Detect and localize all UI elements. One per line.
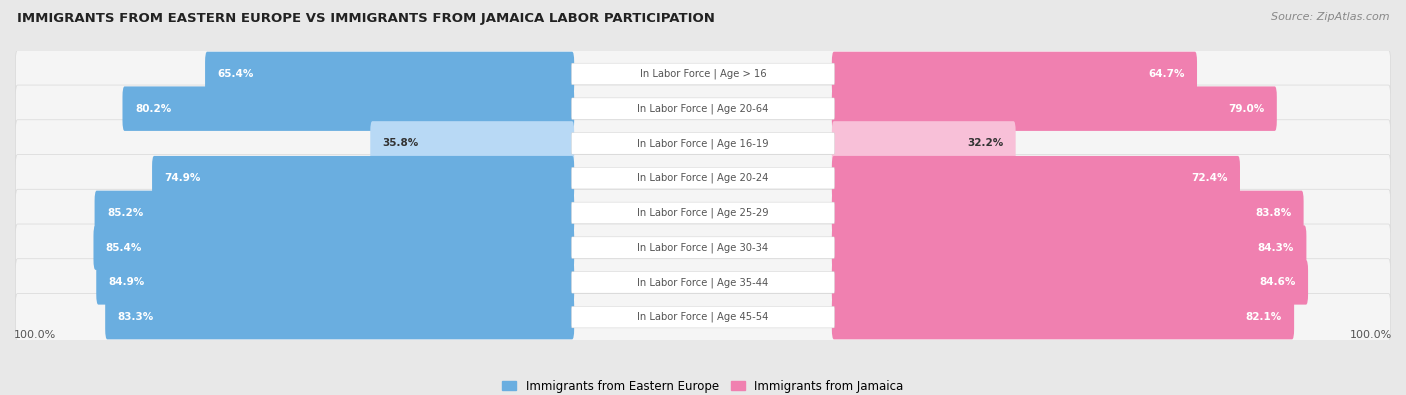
FancyBboxPatch shape bbox=[832, 226, 1306, 270]
FancyBboxPatch shape bbox=[122, 87, 574, 131]
Text: 74.9%: 74.9% bbox=[165, 173, 201, 183]
Text: In Labor Force | Age > 16: In Labor Force | Age > 16 bbox=[640, 69, 766, 79]
FancyBboxPatch shape bbox=[15, 259, 1391, 306]
Legend: Immigrants from Eastern Europe, Immigrants from Jamaica: Immigrants from Eastern Europe, Immigran… bbox=[498, 375, 908, 395]
Text: 85.4%: 85.4% bbox=[105, 243, 142, 253]
Text: In Labor Force | Age 35-44: In Labor Force | Age 35-44 bbox=[637, 277, 769, 288]
Text: Source: ZipAtlas.com: Source: ZipAtlas.com bbox=[1271, 12, 1389, 22]
Text: 100.0%: 100.0% bbox=[14, 330, 56, 340]
FancyBboxPatch shape bbox=[571, 272, 835, 293]
Text: 64.7%: 64.7% bbox=[1149, 69, 1185, 79]
Text: IMMIGRANTS FROM EASTERN EUROPE VS IMMIGRANTS FROM JAMAICA LABOR PARTICIPATION: IMMIGRANTS FROM EASTERN EUROPE VS IMMIGR… bbox=[17, 12, 714, 25]
Text: 82.1%: 82.1% bbox=[1246, 312, 1282, 322]
FancyBboxPatch shape bbox=[832, 191, 1303, 235]
Text: In Labor Force | Age 45-54: In Labor Force | Age 45-54 bbox=[637, 312, 769, 322]
FancyBboxPatch shape bbox=[832, 121, 1015, 166]
FancyBboxPatch shape bbox=[105, 295, 574, 339]
Text: 84.3%: 84.3% bbox=[1257, 243, 1294, 253]
Text: In Labor Force | Age 30-34: In Labor Force | Age 30-34 bbox=[637, 243, 769, 253]
FancyBboxPatch shape bbox=[571, 98, 835, 119]
FancyBboxPatch shape bbox=[571, 202, 835, 224]
FancyBboxPatch shape bbox=[94, 191, 574, 235]
Text: 79.0%: 79.0% bbox=[1229, 103, 1264, 114]
FancyBboxPatch shape bbox=[152, 156, 574, 200]
FancyBboxPatch shape bbox=[832, 52, 1197, 96]
FancyBboxPatch shape bbox=[832, 295, 1294, 339]
FancyBboxPatch shape bbox=[832, 87, 1277, 131]
FancyBboxPatch shape bbox=[832, 156, 1240, 200]
Text: 35.8%: 35.8% bbox=[382, 138, 419, 149]
Text: 32.2%: 32.2% bbox=[967, 138, 1004, 149]
FancyBboxPatch shape bbox=[15, 224, 1391, 271]
Text: In Labor Force | Age 20-64: In Labor Force | Age 20-64 bbox=[637, 103, 769, 114]
FancyBboxPatch shape bbox=[571, 167, 835, 189]
Text: In Labor Force | Age 20-24: In Labor Force | Age 20-24 bbox=[637, 173, 769, 183]
Text: 84.9%: 84.9% bbox=[108, 277, 145, 288]
FancyBboxPatch shape bbox=[571, 237, 835, 258]
Text: 84.6%: 84.6% bbox=[1260, 277, 1296, 288]
FancyBboxPatch shape bbox=[571, 133, 835, 154]
FancyBboxPatch shape bbox=[93, 226, 574, 270]
FancyBboxPatch shape bbox=[15, 50, 1391, 98]
Text: 100.0%: 100.0% bbox=[1350, 330, 1392, 340]
FancyBboxPatch shape bbox=[15, 293, 1391, 341]
Text: 85.2%: 85.2% bbox=[107, 208, 143, 218]
FancyBboxPatch shape bbox=[15, 154, 1391, 202]
FancyBboxPatch shape bbox=[96, 260, 574, 305]
Text: In Labor Force | Age 16-19: In Labor Force | Age 16-19 bbox=[637, 138, 769, 149]
Text: In Labor Force | Age 25-29: In Labor Force | Age 25-29 bbox=[637, 208, 769, 218]
FancyBboxPatch shape bbox=[205, 52, 574, 96]
FancyBboxPatch shape bbox=[571, 307, 835, 328]
FancyBboxPatch shape bbox=[15, 85, 1391, 132]
Text: 65.4%: 65.4% bbox=[218, 69, 254, 79]
Text: 83.8%: 83.8% bbox=[1256, 208, 1291, 218]
FancyBboxPatch shape bbox=[571, 63, 835, 85]
FancyBboxPatch shape bbox=[15, 189, 1391, 237]
Text: 72.4%: 72.4% bbox=[1191, 173, 1227, 183]
Text: 83.3%: 83.3% bbox=[118, 312, 153, 322]
Text: 80.2%: 80.2% bbox=[135, 103, 172, 114]
FancyBboxPatch shape bbox=[370, 121, 574, 166]
FancyBboxPatch shape bbox=[15, 120, 1391, 167]
FancyBboxPatch shape bbox=[832, 260, 1308, 305]
